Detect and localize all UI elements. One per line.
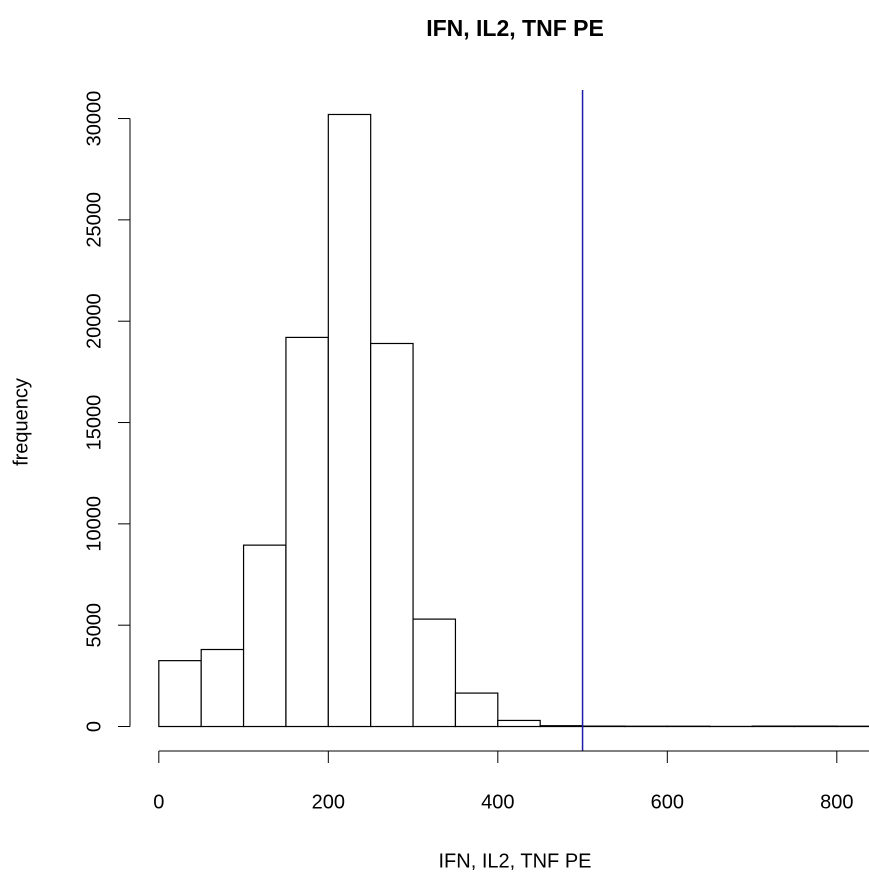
bar xyxy=(285,336,329,728)
bar xyxy=(412,618,457,728)
x-axis-label: IFN, IL2, TNF PE xyxy=(439,850,592,872)
bar xyxy=(158,660,202,728)
y-tick-label: 0 xyxy=(83,721,105,732)
plot-area xyxy=(158,90,869,751)
x-tick-label: 600 xyxy=(651,791,684,813)
bar xyxy=(539,725,584,728)
bar xyxy=(200,648,245,728)
chart-title: IFN, IL2, TNF PE xyxy=(426,15,604,41)
x-tick-label: 200 xyxy=(312,791,345,813)
y-tick-label: 20000 xyxy=(83,293,105,349)
x-tick-label: 800 xyxy=(820,791,853,813)
y-tick-label: 30000 xyxy=(83,91,105,147)
x-tick-label: 0 xyxy=(153,791,164,813)
bar xyxy=(370,342,414,728)
y-tick-label: 10000 xyxy=(83,496,105,552)
bar xyxy=(454,692,499,728)
bar xyxy=(242,544,287,728)
bar xyxy=(497,719,541,728)
bar xyxy=(327,113,372,728)
y-tick-label: 15000 xyxy=(83,395,105,451)
x-tick-label: 400 xyxy=(481,791,514,813)
y-axis-label: frequency xyxy=(10,378,32,466)
y-tick-label: 25000 xyxy=(83,192,105,248)
y-tick-label: 5000 xyxy=(83,603,105,648)
